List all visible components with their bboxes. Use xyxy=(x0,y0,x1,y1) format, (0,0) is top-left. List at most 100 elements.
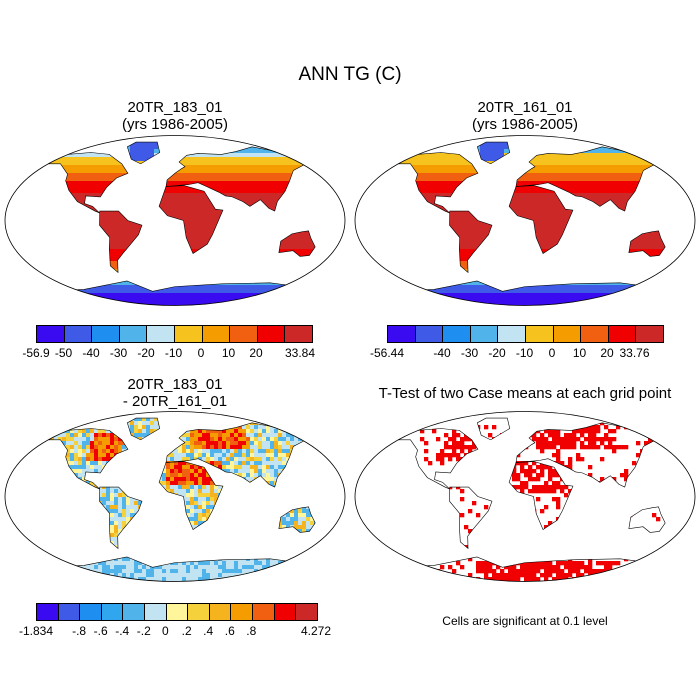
colorbar-tick-label: 10 xyxy=(221,346,236,360)
coastline xyxy=(515,146,669,212)
colorbar-swatch xyxy=(553,326,582,342)
coastline xyxy=(99,210,143,274)
colorbar-swatch xyxy=(174,326,203,342)
panel2-years: (yrs 1986-2005) xyxy=(472,116,578,133)
panel3-colorbar xyxy=(36,603,318,621)
colorbar-tick-label: 33.84 xyxy=(284,346,316,360)
panel3-subtracted-case: - 20TR_161_01 xyxy=(122,393,228,410)
map-border xyxy=(354,135,696,306)
panel4-significance-note: Cells are significant at 0.1 level xyxy=(442,614,608,628)
colorbar-tick-label: -56.9 xyxy=(22,346,50,360)
colorbar-tick-label: 0 xyxy=(548,346,556,360)
colorbar-tick-label: -20 xyxy=(137,346,155,360)
panel3-colorbar-labels: -1.834 -.8 -.6 -.4 -.2 0 .2 .4 .6 .8 4.272 xyxy=(19,624,331,638)
panel3-case-name: 20TR_183_01 xyxy=(127,376,223,393)
panel3-title: 20TR_183_01 - 20TR_161_01 xyxy=(25,376,325,410)
coastline xyxy=(449,210,493,274)
coastline xyxy=(389,556,664,582)
land-fill xyxy=(390,142,668,306)
coastline xyxy=(449,486,493,550)
coastline xyxy=(278,506,316,533)
colorbar-tick-label: 0 xyxy=(197,346,205,360)
colorbar-tick-label: .4 xyxy=(203,624,214,638)
coastline xyxy=(628,506,666,533)
colorbar-tick-label: 20 xyxy=(249,346,263,360)
coastline xyxy=(165,146,319,212)
colorbar-tick-label: -40 xyxy=(433,346,451,360)
colorbar-tick-label: -.4 xyxy=(115,624,130,638)
colorbar-swatch xyxy=(285,326,312,342)
panel4-map xyxy=(354,411,696,582)
coastline xyxy=(278,230,316,257)
coastline xyxy=(508,461,574,531)
panel2-colorbar-labels: -56.44 -40 -30 -20 -10 0 10 20 33.76 xyxy=(370,346,662,360)
colorbar-swatch xyxy=(80,604,102,620)
coastline xyxy=(39,152,129,214)
colorbar-tick-label: -50 xyxy=(54,346,73,360)
colorbar-tick-label: -.6 xyxy=(93,624,108,638)
panel3-map xyxy=(4,411,346,582)
coastline xyxy=(99,486,143,550)
colorbar-swatch xyxy=(230,326,258,342)
colorbar-swatch xyxy=(145,604,167,620)
colorbar-swatch xyxy=(274,604,297,620)
panel2-colorbar xyxy=(387,325,664,343)
coastline xyxy=(126,417,161,441)
colorbar-tick-label: -.2 xyxy=(136,624,151,638)
coastline xyxy=(476,141,511,165)
colorbar-tick-label: .8 xyxy=(246,624,257,638)
colorbar-tick-label: .2 xyxy=(181,624,192,638)
coastline xyxy=(389,152,479,214)
colorbar-swatch xyxy=(119,326,148,342)
colorbar-swatch xyxy=(608,326,637,342)
land-fill xyxy=(40,142,318,306)
coastline xyxy=(628,230,666,257)
colorbar-swatch xyxy=(101,604,124,620)
map-border xyxy=(354,411,696,582)
coastline xyxy=(126,141,161,165)
colorbar-tick-label: -30 xyxy=(460,346,479,360)
colorbar-tick-label: -56.44 xyxy=(369,346,405,360)
colorbar-swatch xyxy=(498,326,526,342)
colorbar-swatch xyxy=(188,604,210,620)
map-border xyxy=(4,135,346,306)
colorbar-swatch xyxy=(296,604,317,620)
colorbar-tick-label: -10 xyxy=(515,346,534,360)
coastline xyxy=(515,422,669,488)
colorbar-swatch xyxy=(470,326,499,342)
panel2-map xyxy=(354,135,696,306)
coastline xyxy=(476,417,511,441)
panel1-colorbar xyxy=(36,325,313,343)
colorbar-swatch xyxy=(525,326,554,342)
colorbar-tick-label: 20 xyxy=(600,346,614,360)
coastline xyxy=(158,185,224,255)
colorbar-swatch xyxy=(443,326,471,342)
colorbar-tick-label: 10 xyxy=(572,346,587,360)
colorbar-swatch xyxy=(166,604,189,620)
land-fill xyxy=(390,418,668,582)
colorbar-swatch xyxy=(231,604,254,620)
colorbar-tick-label: -20 xyxy=(488,346,506,360)
colorbar-tick-label: -10 xyxy=(164,346,183,360)
colorbar-swatch xyxy=(415,326,444,342)
colorbar-swatch xyxy=(37,326,65,342)
panel4-title: T-Test of two Case means at each grid po… xyxy=(378,385,672,402)
colorbar-swatch xyxy=(257,326,286,342)
panel1-colorbar-labels: -56.9 -50 -40 -30 -20 -10 0 10 20 33.84 xyxy=(22,346,315,360)
colorbar-swatch xyxy=(123,604,146,620)
panel1-years: (yrs 1986-2005) xyxy=(122,116,228,133)
colorbar-tick-label: .6 xyxy=(224,624,235,638)
panel1-map xyxy=(4,135,346,306)
colorbar-tick-label: -40 xyxy=(82,346,100,360)
colorbar-swatch xyxy=(209,604,232,620)
colorbar-swatch xyxy=(64,326,93,342)
panel2-case-name: 20TR_161_01 xyxy=(477,99,573,116)
colorbar-swatch xyxy=(202,326,231,342)
colorbar-swatch xyxy=(581,326,609,342)
panel1-case-name: 20TR_183_01 xyxy=(127,99,223,116)
coastline xyxy=(158,461,224,531)
colorbar-tick-label: 33.76 xyxy=(619,346,650,360)
coastline xyxy=(508,185,574,255)
colorbar-swatch xyxy=(37,604,59,620)
coastline xyxy=(39,428,129,490)
